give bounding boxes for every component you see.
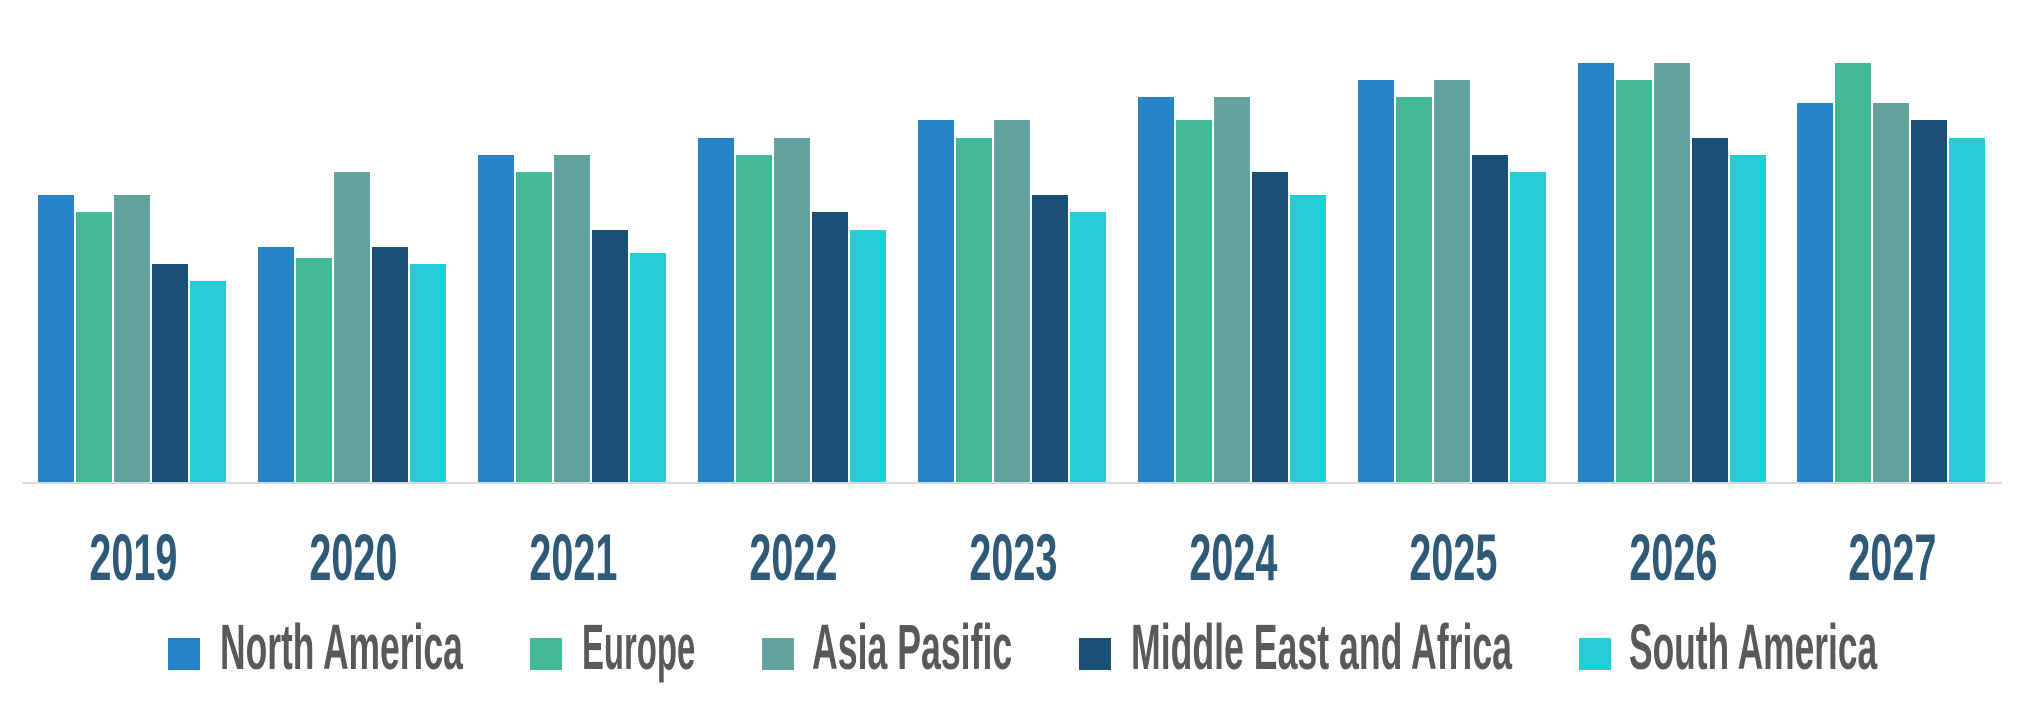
x-tick-text: 2021 xyxy=(528,520,618,594)
bar-2019-middle-east-and-africa xyxy=(152,264,188,482)
bar-2025-asia-pasific xyxy=(1434,80,1470,482)
bar-2023-asia-pasific xyxy=(994,120,1030,482)
bar-2026-europe xyxy=(1616,80,1652,482)
bar-2022-south-america xyxy=(850,230,886,482)
bar-2026-asia-pasific xyxy=(1654,63,1690,482)
bar-2021-asia-pasific xyxy=(554,155,590,482)
legend-swatch-middle-east-and-africa xyxy=(1079,638,1111,670)
legend-label-europe: Europe xyxy=(582,611,696,683)
bar-2025-south-america xyxy=(1510,172,1546,482)
legend-label-asia-pasific: Asia Pasific xyxy=(812,611,1013,683)
bar-2020-south-america xyxy=(410,264,446,482)
bar-2025-north-america xyxy=(1358,80,1394,482)
bar-2023-north-america xyxy=(918,120,954,482)
x-tick-text: 2025 xyxy=(1408,520,1498,594)
x-tick-label-2023: 2023 xyxy=(918,522,1108,592)
bar-2027-south-america xyxy=(1949,138,1985,482)
legend-label-south-america: South America xyxy=(1629,611,1878,683)
x-tick-label-2027: 2027 xyxy=(1797,522,1987,592)
legend-swatch-asia-pasific xyxy=(762,638,794,670)
bar-2024-north-america xyxy=(1138,97,1174,482)
bar-2022-europe xyxy=(736,155,772,482)
x-tick-text: 2023 xyxy=(968,520,1058,594)
x-tick-label-2022: 2022 xyxy=(698,522,888,592)
bar-2020-middle-east-and-africa xyxy=(372,247,408,482)
bar-2024-europe xyxy=(1176,120,1212,482)
x-tick-label-2019: 2019 xyxy=(38,522,228,592)
x-tick-label-2021: 2021 xyxy=(478,522,668,592)
bar-2020-asia-pasific xyxy=(334,172,370,482)
x-tick-label-2024: 2024 xyxy=(1138,522,1328,592)
bar-2019-asia-pasific xyxy=(114,195,150,482)
bar-2022-middle-east-and-africa xyxy=(812,212,848,482)
legend-swatch-europe xyxy=(530,638,562,670)
legend-label-north-america: North America xyxy=(220,611,463,683)
bar-2026-north-america xyxy=(1578,63,1614,482)
bar-2023-middle-east-and-africa xyxy=(1032,195,1068,482)
bar-2027-middle-east-and-africa xyxy=(1911,120,1947,482)
bar-2019-europe xyxy=(76,212,112,482)
x-tick-text: 2019 xyxy=(88,520,178,594)
bar-2019-south-america xyxy=(190,281,226,482)
bar-2020-north-america xyxy=(258,247,294,482)
bar-2022-asia-pasific xyxy=(774,138,810,482)
x-tick-label-2025: 2025 xyxy=(1358,522,1548,592)
x-tick-text: 2026 xyxy=(1628,520,1718,594)
x-tick-text: 2024 xyxy=(1188,520,1278,594)
bar-2027-asia-pasific xyxy=(1873,103,1909,482)
bar-2025-europe xyxy=(1396,97,1432,482)
legend-swatch-north-america xyxy=(168,638,200,670)
bar-2024-middle-east-and-africa xyxy=(1252,172,1288,482)
bar-2022-north-america xyxy=(698,138,734,482)
bar-2025-middle-east-and-africa xyxy=(1472,155,1508,482)
bar-2021-south-america xyxy=(630,253,666,482)
legend-label-middle-east-and-africa: Middle East and Africa xyxy=(1131,611,1512,683)
bar-2020-europe xyxy=(296,258,332,482)
x-tick-text: 2020 xyxy=(308,520,398,594)
bar-2024-south-america xyxy=(1290,195,1326,482)
x-tick-label-2020: 2020 xyxy=(258,522,448,592)
bar-2027-europe xyxy=(1835,63,1871,482)
bar-2021-north-america xyxy=(478,155,514,482)
bar-2021-europe xyxy=(516,172,552,482)
bar-2026-south-america xyxy=(1730,155,1766,482)
x-tick-text: 2022 xyxy=(748,520,838,594)
bar-2024-asia-pasific xyxy=(1214,97,1250,482)
x-tick-text: 2027 xyxy=(1847,520,1937,594)
legend-swatch-south-america xyxy=(1579,638,1611,670)
bar-2026-middle-east-and-africa xyxy=(1692,138,1728,482)
bar-2023-europe xyxy=(956,138,992,482)
bar-2023-south-america xyxy=(1070,212,1106,482)
bar-2019-north-america xyxy=(38,195,74,482)
x-tick-label-2026: 2026 xyxy=(1578,522,1768,592)
x-axis-line xyxy=(23,482,2002,484)
bar-2027-north-america xyxy=(1797,103,1833,482)
bar-2021-middle-east-and-africa xyxy=(592,230,628,482)
